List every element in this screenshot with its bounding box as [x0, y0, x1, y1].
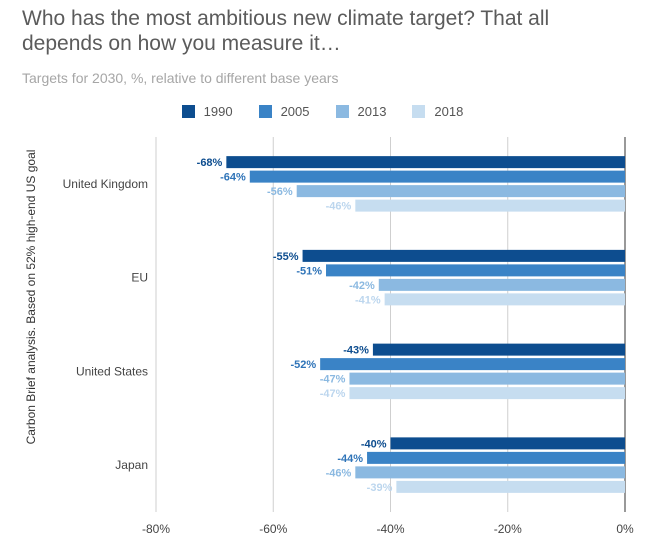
value-label-2005-2: -52%	[290, 359, 316, 371]
value-label-2013-0: -56%	[267, 186, 293, 198]
x-tick-label-3: -20%	[494, 522, 522, 536]
legend-item-2013[interactable]: 2013	[335, 104, 387, 119]
x-tick-label-2: -40%	[376, 522, 404, 536]
bar-2005-0[interactable]	[249, 170, 626, 183]
x-tick-label-4: 0%	[616, 522, 634, 536]
value-label-1990-1: -55%	[273, 251, 299, 263]
bar-2013-0[interactable]	[296, 185, 625, 198]
category-label-1: EU	[131, 271, 148, 285]
legend-swatch-2013	[335, 105, 349, 118]
value-label-2018-2: -47%	[320, 388, 346, 400]
bar-1990-1[interactable]	[302, 249, 625, 262]
legend-swatch-2018	[412, 105, 426, 118]
legend-item-2018[interactable]: 2018	[412, 104, 463, 119]
bar-1990-3[interactable]	[390, 437, 626, 450]
legend-item-1990[interactable]: 1990	[181, 104, 233, 119]
bar-2005-3[interactable]	[367, 451, 625, 464]
category-label-2: United States	[76, 364, 148, 378]
legend-label-2005: 2005	[280, 104, 310, 119]
value-label-1990-2: -43%	[343, 345, 369, 357]
value-label-2018-0: -46%	[326, 201, 352, 213]
category-label-3: Japan	[115, 458, 148, 472]
legend-label-2013: 2013	[357, 104, 387, 119]
value-label-2018-1: -41%	[355, 294, 381, 306]
gridlines	[155, 137, 626, 512]
bar-2013-1[interactable]	[378, 278, 625, 291]
value-label-2018-3: -39%	[367, 482, 393, 494]
bar-2018-3[interactable]	[396, 480, 625, 493]
legend: 1990 2005 2013 2018	[0, 104, 645, 119]
value-label-2005-0: -64%	[220, 172, 246, 184]
legend-swatch-2005	[258, 105, 272, 118]
bars	[226, 156, 626, 493]
bar-2018-2[interactable]	[349, 387, 625, 400]
value-label-2013-2: -47%	[320, 374, 346, 386]
bar-2013-3[interactable]	[355, 466, 625, 479]
value-label-2005-1: -51%	[296, 265, 322, 277]
value-label-1990-3: -40%	[361, 438, 387, 450]
chart-title: Who has the most ambitious new climate t…	[22, 7, 550, 55]
bar-2018-0[interactable]	[355, 199, 625, 212]
bar-2013-2[interactable]	[349, 372, 625, 385]
value-label-1990-0: -68%	[197, 157, 223, 169]
x-tick-label-0: -80%	[142, 522, 170, 536]
legend-item-2005[interactable]: 2005	[258, 104, 310, 119]
bar-1990-0[interactable]	[226, 156, 625, 169]
bar-2005-2[interactable]	[320, 358, 625, 371]
value-label-2013-1: -42%	[349, 280, 375, 292]
chart-subtitle: Targets for 2030, %, relative to differe…	[22, 70, 339, 86]
value-label-2013-3: -46%	[326, 467, 352, 479]
legend-label-2018: 2018	[434, 104, 464, 119]
bar-2005-1[interactable]	[326, 264, 625, 277]
value-label-2005-3: -44%	[337, 453, 363, 465]
bar-1990-2[interactable]	[372, 343, 625, 356]
category-label-0: United Kingdom	[63, 177, 148, 191]
legend-label-1990: 1990	[203, 104, 233, 119]
y-axis-label: Carbon Brief analysis. Based on 52% high…	[24, 150, 38, 445]
bar-2018-1[interactable]	[384, 293, 625, 306]
legend-swatch-1990	[181, 105, 195, 118]
x-tick-labels: -80% -60% -40% -20% 0%	[142, 522, 634, 536]
category-labels: United Kingdom EU United States Japan	[63, 177, 148, 472]
x-tick-label-1: -60%	[259, 522, 287, 536]
value-labels: -68% -64% -56% -46% -55% -51% -42% -41% -43% -52%…	[197, 157, 393, 494]
